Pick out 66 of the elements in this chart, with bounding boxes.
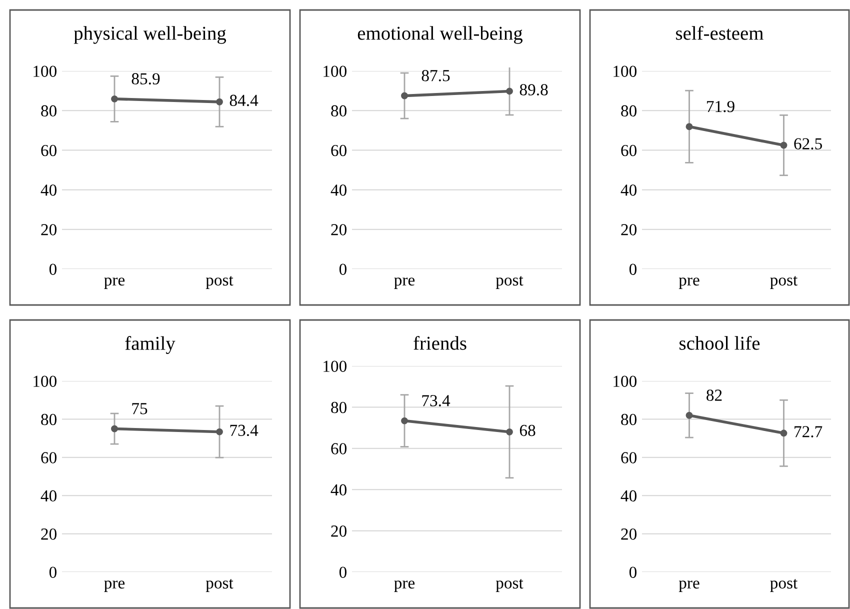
data-label: 87.5: [422, 70, 450, 82]
y-tick-label: 60: [331, 443, 347, 454]
y-tick-label: 20: [41, 528, 57, 540]
x-tick-label: post: [770, 276, 798, 289]
y-tick-label: 60: [41, 452, 57, 464]
y-tick-label: 80: [621, 105, 637, 117]
data-label: 62.5: [794, 138, 822, 150]
y-tick-label: 100: [324, 360, 347, 372]
y-tick-label: 100: [614, 376, 637, 387]
y-tick-label: 0: [339, 566, 347, 578]
y-tick-label: 100: [614, 66, 637, 77]
y-tick-label: 100: [324, 66, 347, 77]
data-label: 85.9: [132, 73, 160, 84]
chart-title: self-esteem: [676, 26, 764, 40]
data-label: 84.4: [230, 94, 258, 106]
y-tick-label: 20: [621, 224, 637, 236]
x-tick-label: pre: [104, 580, 125, 592]
x-tick-label: post: [206, 579, 234, 592]
y-tick-label: 40: [330, 184, 347, 196]
y-tick-label: 100: [34, 376, 57, 387]
chart-title: physical well-being: [74, 26, 226, 44]
y-tick-label: 0: [49, 264, 57, 275]
x-tick-label: post: [206, 276, 234, 289]
y-tick-label: 20: [331, 224, 347, 236]
data-label: 73.4: [422, 395, 450, 406]
y-tick-label: 60: [621, 144, 637, 156]
data-label: 71.9: [707, 100, 734, 112]
chart-title: family: [125, 336, 176, 354]
x-tick-label: pre: [678, 580, 700, 592]
x-tick-label: post: [770, 579, 798, 592]
y-tick-label: 0: [49, 566, 57, 578]
x-tick-label: pre: [104, 278, 125, 289]
y-tick-label: 80: [41, 414, 57, 426]
x-tick-label: pre: [678, 278, 700, 289]
y-tick-label: 80: [331, 402, 347, 414]
chart-title: friends: [414, 336, 466, 350]
x-tick-label: pre: [394, 278, 415, 289]
y-tick-label: 20: [621, 528, 637, 540]
y-tick-label: 20: [331, 526, 347, 537]
y-tick-label: 60: [41, 144, 57, 156]
y-tick-label: 80: [331, 105, 347, 117]
x-tick-label: post: [496, 276, 524, 289]
data-label: 75: [132, 403, 148, 414]
y-tick-label: 80: [41, 105, 57, 117]
chart-title: emotional well-being: [358, 26, 523, 44]
y-tick-label: 40: [620, 184, 637, 196]
y-tick-label: 40: [40, 184, 57, 196]
y-tick-label: 0: [629, 566, 637, 578]
y-tick-label: 40: [40, 490, 57, 502]
data-label: 68: [520, 424, 536, 436]
y-tick-label: 40: [330, 484, 347, 496]
x-tick-label: post: [496, 579, 524, 592]
y-tick-label: 60: [621, 452, 637, 464]
data-label: 82: [706, 390, 722, 401]
y-tick-label: 0: [629, 264, 637, 275]
y-tick-label: 80: [621, 414, 637, 426]
y-tick-label: 40: [620, 490, 637, 502]
y-tick-label: 60: [331, 144, 347, 156]
y-tick-label: 20: [41, 224, 57, 236]
y-tick-label: 100: [34, 66, 57, 77]
data-label: 72.7: [794, 426, 822, 438]
y-tick-label: 0: [339, 264, 347, 275]
chart-title: school life: [680, 336, 760, 350]
x-tick-label: pre: [394, 580, 415, 592]
data-label: 89.8: [520, 84, 548, 96]
data-label: 73.4: [230, 424, 258, 436]
